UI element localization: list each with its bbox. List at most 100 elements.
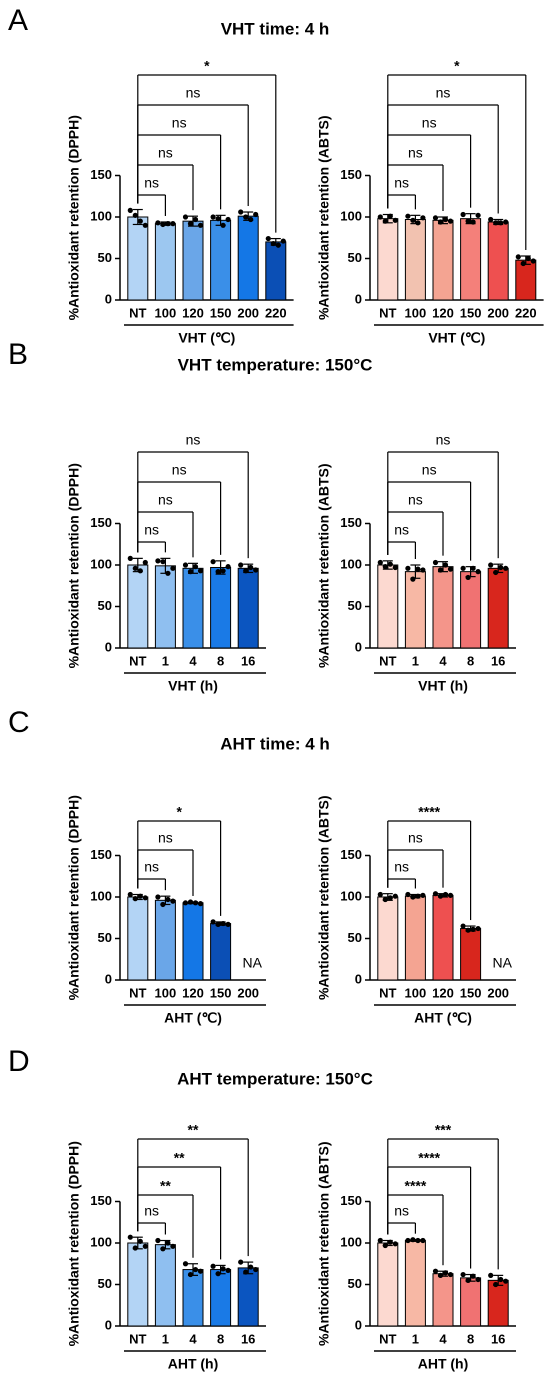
y-tick-label: 0 — [105, 639, 112, 654]
data-point — [160, 901, 166, 908]
y-tick-label: 150 — [90, 167, 112, 182]
data-point — [382, 896, 388, 903]
x-tick-label: NT — [129, 985, 146, 1000]
panel-letter: A — [8, 4, 28, 37]
significance-label: ns — [422, 115, 437, 131]
x-axis-label: AHT (℃) — [164, 1010, 222, 1026]
data-point — [238, 562, 244, 568]
x-tick-label: NT — [129, 1331, 146, 1346]
x-tick-label: 16 — [241, 1331, 255, 1346]
data-point — [265, 235, 271, 242]
data-point — [210, 919, 216, 925]
data-point — [493, 220, 499, 226]
y-axis-label: %Antioxidant retention (ABTS) — [316, 795, 332, 1000]
data-point — [225, 1267, 231, 1273]
data-point — [442, 891, 449, 898]
significance-label: ns — [408, 830, 423, 846]
data-point — [225, 921, 231, 927]
data-point — [498, 220, 504, 226]
y-axis-label: %Antioxidant retention (ABTS) — [316, 463, 332, 668]
bar — [487, 221, 509, 301]
data-point — [410, 576, 416, 582]
data-point — [220, 568, 226, 574]
data-point — [142, 1243, 148, 1249]
data-point — [387, 561, 393, 567]
significance-label: **** — [418, 804, 440, 820]
significance-label: ns — [172, 115, 187, 131]
x-tick-label: 1 — [412, 653, 419, 668]
data-point — [127, 207, 133, 213]
bar — [154, 223, 176, 301]
bar — [377, 1242, 399, 1327]
data-point — [197, 568, 204, 574]
data-point — [182, 214, 189, 220]
y-tick-label: 150 — [340, 515, 362, 530]
data-point — [210, 214, 216, 220]
significance-label: ns — [158, 492, 173, 508]
data-point — [170, 898, 176, 904]
bar — [487, 1279, 509, 1327]
panel-title: VHT time: 4 h — [221, 19, 330, 38]
x-axis-label: AHT (h) — [418, 1356, 469, 1372]
bar — [404, 218, 426, 301]
data-point — [377, 559, 383, 566]
significance-label: ns — [158, 145, 173, 161]
data-point — [498, 1276, 504, 1283]
x-tick-label: 1 — [162, 1331, 169, 1346]
data-point — [442, 562, 449, 568]
data-point — [503, 1278, 509, 1284]
panel-title: AHT time: 4 h — [220, 734, 330, 753]
bar — [182, 567, 204, 649]
bar — [460, 218, 482, 301]
significance-label: ns — [172, 462, 187, 478]
x-tick-label: 100 — [405, 985, 427, 1000]
data-point — [142, 559, 148, 566]
data-point — [470, 219, 476, 225]
y-tick-label: 150 — [90, 847, 112, 862]
x-axis-label: VHT (h) — [418, 678, 468, 694]
y-tick-label: 0 — [355, 971, 362, 986]
data-point — [127, 1234, 133, 1240]
significance-label: * — [176, 804, 182, 820]
data-point — [182, 1261, 189, 1267]
data-point — [165, 1240, 171, 1246]
data-point — [243, 568, 249, 574]
data-point — [160, 559, 166, 565]
y-tick-label: 100 — [90, 208, 112, 223]
data-point — [155, 894, 161, 900]
data-point — [420, 215, 426, 221]
x-tick-label: 220 — [515, 305, 537, 320]
data-point — [187, 899, 194, 905]
x-tick-label: 200 — [237, 985, 259, 1000]
data-point — [415, 566, 421, 572]
x-tick-label: 8 — [217, 653, 224, 668]
data-point — [470, 1273, 476, 1279]
x-tick-label: 4 — [439, 1331, 447, 1346]
x-tick-label: NT — [379, 653, 396, 668]
x-tick-label: 120 — [182, 305, 204, 320]
x-tick-label: NT — [379, 985, 396, 1000]
data-point — [447, 892, 454, 898]
y-tick-label: 50 — [98, 250, 112, 265]
data-point — [432, 215, 439, 221]
data-point — [387, 213, 393, 219]
y-tick-label: 150 — [90, 515, 112, 530]
data-point — [132, 565, 138, 571]
data-point — [493, 569, 499, 576]
x-tick-label: 120 — [432, 985, 454, 1000]
data-point — [405, 1237, 411, 1244]
data-point — [465, 218, 471, 224]
x-tick-label: 150 — [210, 985, 232, 1000]
data-point — [215, 1271, 221, 1277]
data-point — [520, 260, 526, 267]
data-point — [447, 1271, 454, 1278]
x-tick-label: 4 — [189, 1331, 197, 1346]
y-tick-label: 50 — [98, 1276, 112, 1291]
data-point — [410, 894, 416, 900]
bar — [237, 567, 259, 649]
data-point — [165, 570, 171, 576]
data-point — [127, 891, 133, 898]
x-tick-label: 4 — [189, 653, 197, 668]
data-point — [210, 559, 216, 565]
x-tick-label: 8 — [467, 1331, 474, 1346]
